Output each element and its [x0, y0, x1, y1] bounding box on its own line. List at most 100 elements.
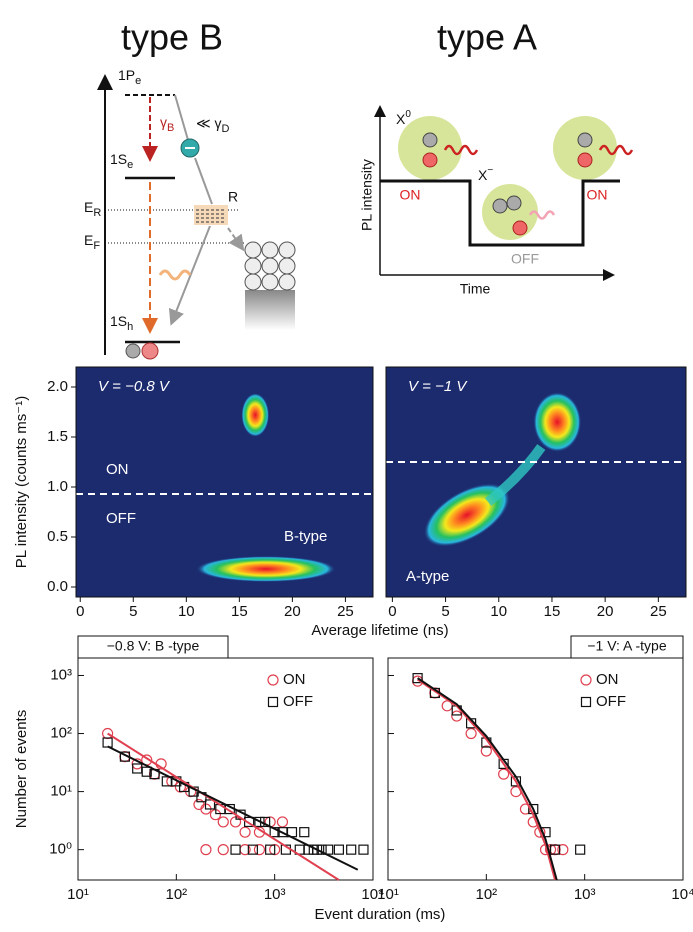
type-b-diagram: type B 1Pe γB ≪ γD 1Se ER R EF 1Sh — [84, 17, 296, 360]
legend-label: ON — [283, 671, 306, 688]
point — [253, 844, 266, 856]
y-axis-label: PL intensity (counts ms⁻¹) — [13, 396, 30, 568]
annotation: ON — [106, 461, 129, 478]
carriers — [422, 132, 634, 236]
x-tick-label: 5 — [129, 603, 137, 620]
x-tick-label: 0 — [76, 603, 84, 620]
point — [247, 844, 258, 855]
frame — [385, 366, 687, 598]
label: ON — [587, 187, 608, 203]
point — [265, 844, 276, 855]
annotation: OFF — [106, 510, 136, 527]
arrow — [174, 94, 189, 141]
y-tick-label: 10² — [50, 725, 72, 742]
arrow — [227, 227, 245, 252]
title-box — [77, 635, 229, 659]
point — [269, 827, 280, 838]
point — [230, 844, 241, 855]
label: X0 — [396, 109, 411, 127]
point — [204, 799, 216, 810]
point — [254, 816, 265, 828]
point — [217, 816, 229, 828]
point — [480, 745, 492, 757]
dot — [553, 116, 617, 180]
x-tick-label: 10 — [490, 603, 507, 620]
x-tick-label: 10⁴ — [361, 886, 384, 903]
point — [498, 768, 510, 780]
x-tick-label: 15 — [544, 603, 561, 620]
point — [311, 844, 323, 855]
label: 1Sh — [110, 313, 133, 333]
title: type B — [121, 17, 223, 58]
x-tick-label: 10⁴ — [671, 886, 693, 903]
annotation: V = −1 V — [408, 378, 468, 395]
hotspot — [533, 392, 582, 452]
frame — [387, 657, 684, 881]
panel-title: −1 V: A -type — [587, 638, 666, 654]
point — [412, 673, 423, 684]
label: ON — [400, 187, 421, 203]
point — [217, 844, 229, 856]
legend-marker — [267, 674, 279, 686]
label: EF — [84, 232, 100, 252]
point — [239, 826, 251, 838]
point — [276, 816, 289, 828]
y-axis-label: Number of events — [13, 710, 30, 828]
point — [346, 844, 357, 855]
frame — [77, 657, 374, 881]
y-tick-label: 1.5 — [47, 428, 68, 445]
point — [575, 844, 586, 855]
plot-area — [386, 367, 686, 597]
point — [465, 727, 477, 740]
x-tick-label: 25 — [650, 603, 667, 620]
label: R — [228, 189, 238, 205]
point — [557, 844, 569, 856]
point — [244, 816, 255, 828]
fit-line — [107, 732, 340, 881]
title: type A — [437, 17, 537, 58]
label: ER — [84, 199, 101, 219]
arrow — [194, 157, 213, 205]
frame — [75, 366, 374, 598]
annotation: B-type — [284, 528, 327, 545]
fit-line — [107, 745, 359, 871]
photon — [158, 269, 192, 281]
plots: V = −0.8 V B-type ON OFF 0 5 10 15 20 25 0.0 0.5 1.0… — [13, 366, 693, 923]
y-tick-label: 10¹ — [50, 783, 72, 800]
y-tick-label: 0.0 — [47, 578, 68, 595]
label: X− — [478, 165, 493, 183]
x-tick-label: 20 — [284, 603, 301, 620]
y-tick-label: 10⁰ — [49, 841, 72, 858]
title-box — [570, 635, 684, 659]
hotspot — [241, 393, 270, 437]
point — [333, 844, 344, 855]
dot — [482, 184, 538, 240]
y-tick-label: 1.0 — [47, 478, 68, 495]
x-tick-label: 25 — [337, 603, 354, 620]
legend-label: OFF — [283, 693, 313, 710]
electron-stack — [244, 241, 296, 291]
label: 1Se — [110, 151, 133, 171]
point — [299, 827, 310, 838]
hole — [141, 342, 159, 360]
x-tick-label: 10¹ — [67, 886, 89, 903]
x-tick-label: 10 — [178, 603, 195, 620]
type-a-diagram: type A PL intensity Time X0 X− ON OFF ON — [359, 17, 634, 297]
trap-levels — [196, 209, 226, 223]
annotation: A-type — [406, 568, 449, 585]
x-tick-label: 10² — [475, 886, 497, 903]
point — [549, 844, 561, 855]
label: γB — [160, 114, 174, 134]
axis-label: PL intensity — [359, 159, 375, 231]
y-tick-label: 2.0 — [47, 378, 68, 395]
legend-marker — [580, 696, 592, 708]
x-tick-label: 15 — [231, 603, 248, 620]
x-tick-label: 20 — [597, 603, 614, 620]
legend-marker — [580, 674, 592, 686]
point — [141, 766, 152, 777]
dot — [398, 116, 462, 180]
legend-label: ON — [596, 671, 619, 688]
x-tick-label: 10¹ — [377, 886, 399, 903]
hotspot — [195, 556, 336, 582]
